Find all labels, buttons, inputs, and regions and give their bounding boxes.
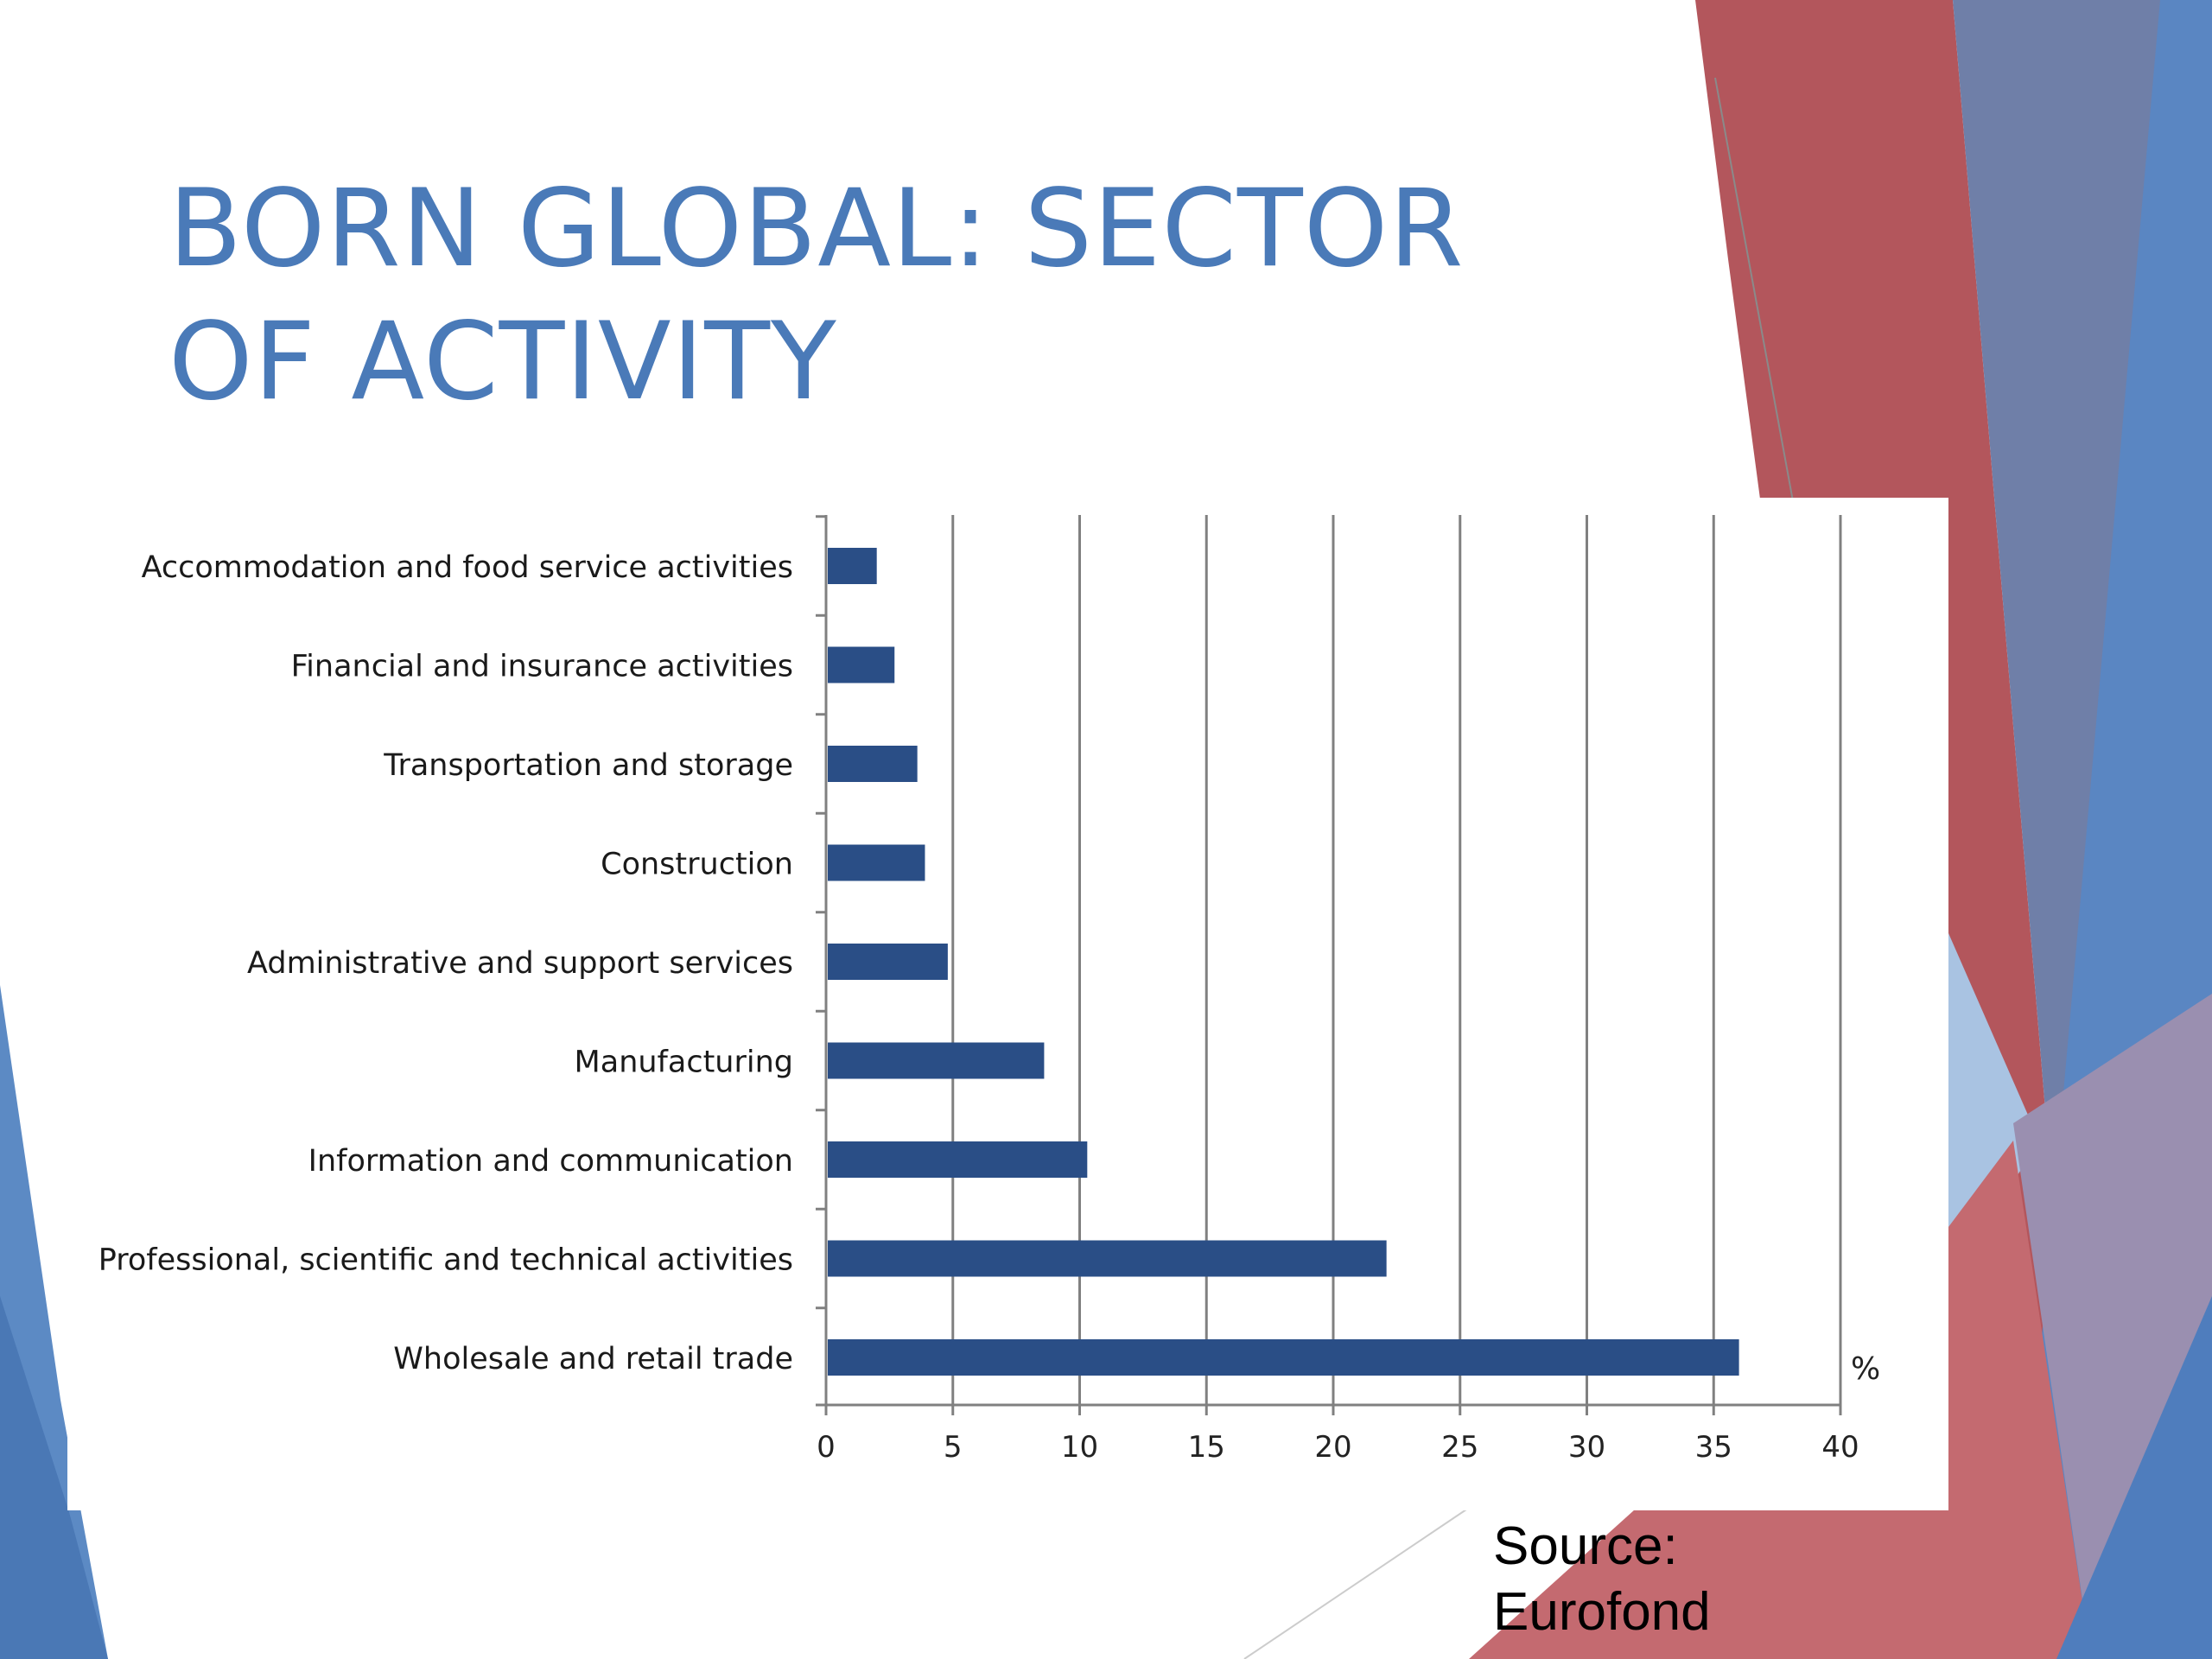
x-tick-label: 30 [1568, 1430, 1605, 1465]
category-label: Information and communication [308, 1144, 793, 1179]
x-tick-label: 25 [1441, 1430, 1478, 1465]
bar [828, 1141, 1088, 1178]
x-tick-label: 20 [1314, 1430, 1351, 1465]
source-note: Source: Eurofond [1493, 1516, 1711, 1642]
category-label: Construction [601, 848, 793, 882]
light-blue-facet [1948, 933, 2039, 1227]
bar [828, 746, 918, 782]
x-tick-label: 35 [1695, 1430, 1732, 1465]
slide-title: BORN GLOBAL: SECTOR OF ACTIVITY [168, 167, 1465, 424]
unit-label: % [1851, 1351, 1880, 1387]
bar [828, 1042, 1045, 1079]
category-label: Professional, scientific and technical a… [99, 1243, 793, 1278]
bar-chart-panel: 0 5 10 15 20 25 30 35 40 Accommodation and food s… [67, 498, 1948, 1510]
left-blue-facet-dark [0, 1296, 108, 1659]
category-label: Manufacturing [575, 1046, 793, 1080]
category-label: Administrative and support services [247, 946, 793, 981]
category-label: Wholesale and retail trade [393, 1342, 793, 1376]
x-tick-label: 10 [1061, 1430, 1098, 1465]
category-label: Transportation and storage [383, 748, 793, 783]
x-tick-label: 5 [944, 1430, 963, 1465]
bar [828, 646, 895, 683]
bar [828, 548, 877, 584]
x-tick-label: 15 [1188, 1430, 1225, 1465]
bar [828, 1339, 1739, 1376]
x-tick-label: 40 [1821, 1430, 1859, 1465]
x-tick-label: 0 [817, 1430, 836, 1465]
bar-chart: 0 5 10 15 20 25 30 35 40 Accommodation and food s… [99, 515, 1880, 1465]
thin-line [1714, 77, 1794, 502]
bar [828, 844, 925, 881]
dark-blue-facet-bottom [2056, 1296, 2212, 1659]
thin-line-bottom [1243, 1507, 1470, 1659]
bar [828, 944, 948, 980]
category-label: Financial and insurance activities [291, 650, 793, 684]
category-label: Accommodation and food service activitie… [142, 550, 793, 585]
bar [828, 1240, 1387, 1277]
